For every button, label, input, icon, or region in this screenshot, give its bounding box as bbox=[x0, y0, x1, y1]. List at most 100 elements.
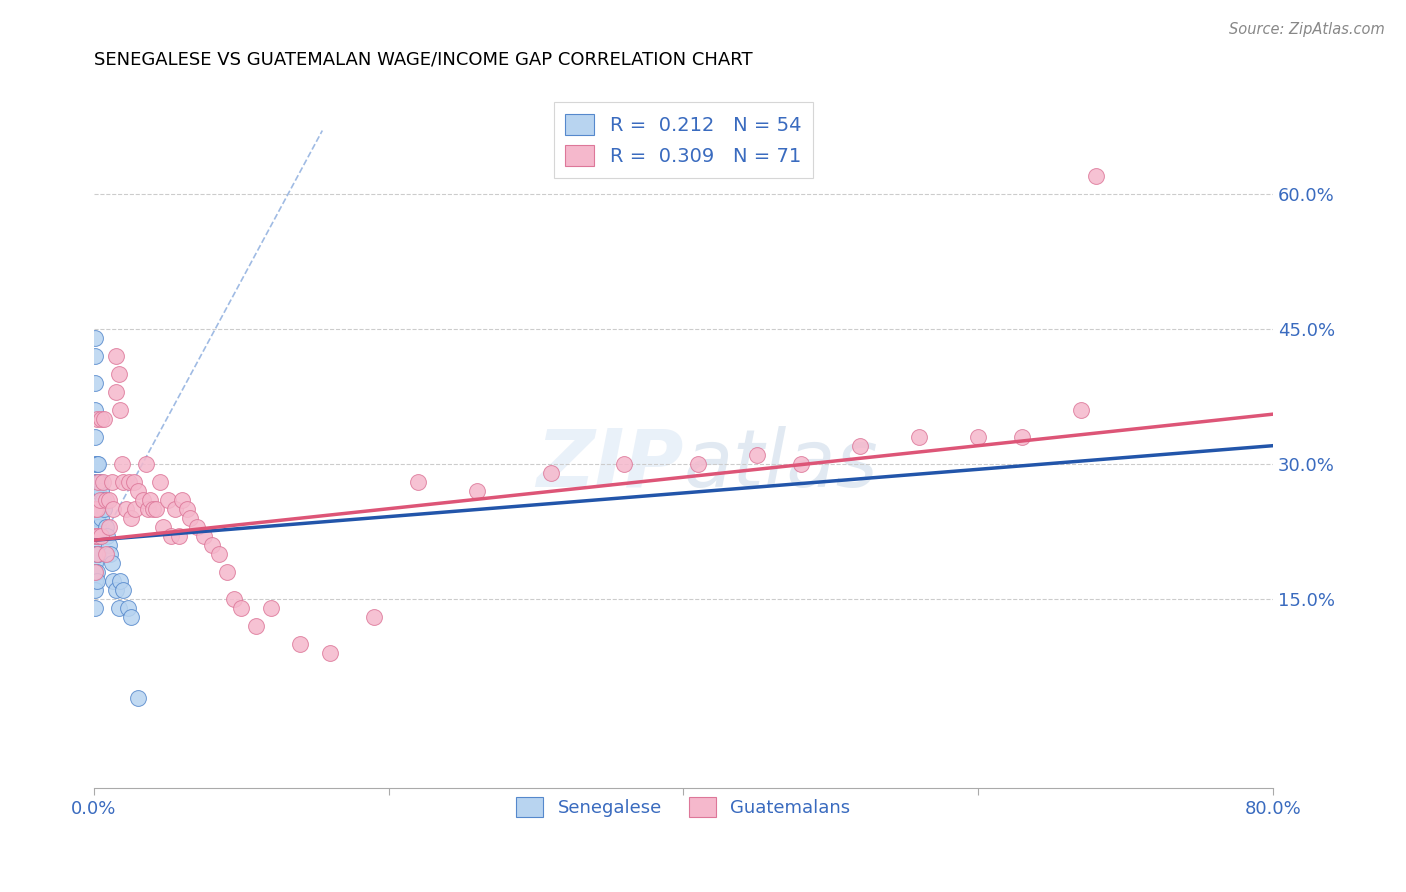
Point bbox=[84, 331, 107, 345]
Point bbox=[90, 483, 112, 498]
Point bbox=[613, 457, 636, 471]
Point bbox=[87, 483, 110, 498]
Point bbox=[120, 609, 142, 624]
Point bbox=[84, 565, 107, 579]
Legend: Senegalese, Guatemalans: Senegalese, Guatemalans bbox=[509, 790, 858, 824]
Point bbox=[163, 501, 186, 516]
Point bbox=[849, 439, 872, 453]
Point bbox=[156, 492, 179, 507]
Point bbox=[84, 574, 107, 588]
Point bbox=[1070, 402, 1092, 417]
Point bbox=[87, 475, 110, 489]
Point bbox=[96, 529, 118, 543]
Point bbox=[193, 529, 215, 543]
Point bbox=[86, 547, 108, 561]
Point bbox=[105, 582, 128, 597]
Point bbox=[84, 349, 107, 363]
Point bbox=[105, 349, 128, 363]
Point bbox=[100, 475, 122, 489]
Point bbox=[94, 520, 117, 534]
Point bbox=[86, 457, 108, 471]
Point bbox=[138, 501, 160, 516]
Point bbox=[93, 411, 115, 425]
Point bbox=[90, 510, 112, 524]
Point bbox=[260, 600, 283, 615]
Point bbox=[967, 430, 990, 444]
Point bbox=[222, 591, 245, 606]
Point bbox=[145, 501, 167, 516]
Point bbox=[465, 483, 488, 498]
Point bbox=[176, 501, 198, 516]
Text: ZIP: ZIP bbox=[536, 425, 683, 504]
Point bbox=[790, 457, 813, 471]
Point bbox=[84, 501, 107, 516]
Point bbox=[245, 619, 267, 633]
Point bbox=[89, 501, 111, 516]
Point bbox=[142, 501, 165, 516]
Point bbox=[93, 501, 115, 516]
Point bbox=[98, 547, 121, 561]
Point bbox=[87, 501, 110, 516]
Point bbox=[84, 492, 107, 507]
Point bbox=[110, 402, 132, 417]
Point bbox=[90, 529, 112, 543]
Point bbox=[84, 547, 107, 561]
Point bbox=[86, 510, 108, 524]
Point bbox=[86, 501, 108, 516]
Point bbox=[688, 457, 710, 471]
Point bbox=[1011, 430, 1033, 444]
Point bbox=[111, 457, 134, 471]
Point bbox=[118, 475, 141, 489]
Point bbox=[84, 376, 107, 390]
Point bbox=[363, 609, 385, 624]
Text: Source: ZipAtlas.com: Source: ZipAtlas.com bbox=[1229, 22, 1385, 37]
Point bbox=[86, 565, 108, 579]
Point bbox=[101, 574, 124, 588]
Point bbox=[84, 402, 107, 417]
Point bbox=[406, 475, 429, 489]
Point bbox=[89, 475, 111, 489]
Point bbox=[94, 547, 117, 561]
Point bbox=[86, 411, 108, 425]
Point bbox=[94, 492, 117, 507]
Point bbox=[201, 538, 224, 552]
Point bbox=[101, 501, 124, 516]
Point bbox=[86, 483, 108, 498]
Point bbox=[89, 529, 111, 543]
Point bbox=[86, 501, 108, 516]
Point bbox=[84, 600, 107, 615]
Point bbox=[84, 483, 107, 498]
Point bbox=[152, 520, 174, 534]
Point bbox=[91, 475, 114, 489]
Point bbox=[208, 547, 231, 561]
Point bbox=[87, 547, 110, 561]
Point bbox=[87, 520, 110, 534]
Point bbox=[86, 475, 108, 489]
Point bbox=[84, 520, 107, 534]
Point bbox=[84, 430, 107, 444]
Point bbox=[87, 529, 110, 543]
Point bbox=[84, 510, 107, 524]
Point bbox=[215, 565, 238, 579]
Point bbox=[318, 646, 340, 660]
Point bbox=[84, 556, 107, 570]
Point bbox=[100, 556, 122, 570]
Point bbox=[115, 501, 138, 516]
Point bbox=[108, 600, 131, 615]
Point bbox=[172, 492, 194, 507]
Point bbox=[86, 574, 108, 588]
Point bbox=[231, 600, 253, 615]
Point bbox=[908, 430, 931, 444]
Point bbox=[91, 492, 114, 507]
Point bbox=[108, 367, 131, 381]
Point bbox=[84, 501, 107, 516]
Point bbox=[84, 529, 107, 543]
Point bbox=[110, 574, 132, 588]
Point bbox=[89, 492, 111, 507]
Point bbox=[84, 529, 107, 543]
Point bbox=[540, 466, 562, 480]
Point bbox=[745, 448, 768, 462]
Point bbox=[127, 483, 149, 498]
Text: SENEGALESE VS GUATEMALAN WAGE/INCOME GAP CORRELATION CHART: SENEGALESE VS GUATEMALAN WAGE/INCOME GAP… bbox=[94, 51, 752, 69]
Point bbox=[105, 384, 128, 399]
